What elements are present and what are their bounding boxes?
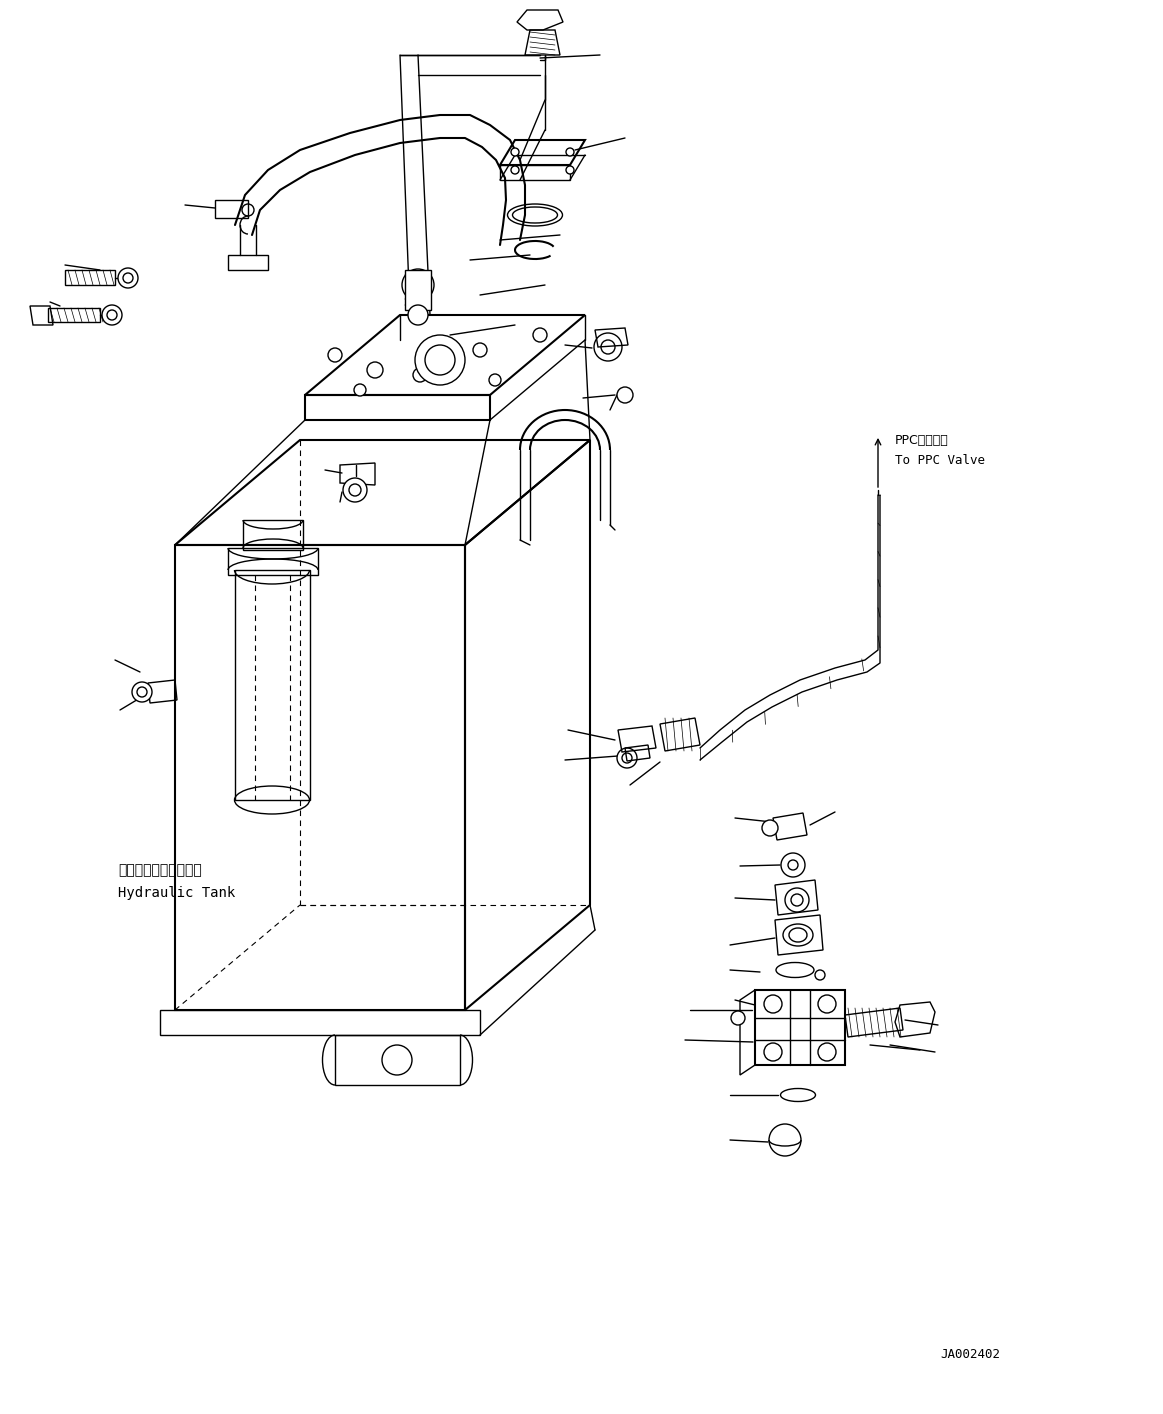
Circle shape: [511, 148, 519, 156]
Text: JA002402: JA002402: [940, 1349, 1000, 1362]
Circle shape: [415, 335, 465, 385]
Circle shape: [618, 748, 637, 768]
Circle shape: [764, 1044, 782, 1060]
Circle shape: [368, 362, 383, 378]
Circle shape: [402, 269, 434, 301]
Circle shape: [782, 853, 805, 877]
Polygon shape: [405, 270, 431, 310]
Circle shape: [732, 1011, 745, 1025]
Circle shape: [354, 385, 366, 396]
Circle shape: [789, 860, 798, 870]
Circle shape: [107, 310, 117, 320]
Circle shape: [123, 273, 133, 283]
Circle shape: [818, 1044, 836, 1060]
Circle shape: [137, 687, 147, 697]
Circle shape: [349, 484, 361, 496]
Circle shape: [566, 165, 575, 174]
Circle shape: [408, 305, 428, 325]
Circle shape: [762, 820, 778, 836]
Circle shape: [424, 345, 455, 375]
Circle shape: [601, 339, 615, 354]
Circle shape: [102, 305, 122, 325]
Circle shape: [764, 995, 782, 1012]
Circle shape: [594, 334, 622, 361]
Circle shape: [473, 344, 487, 356]
Circle shape: [488, 373, 501, 386]
Text: PPCバルブへ: PPCバルブへ: [896, 434, 949, 447]
Text: To PPC Valve: To PPC Valve: [896, 454, 985, 467]
Circle shape: [131, 682, 152, 701]
Circle shape: [117, 269, 138, 288]
Text: Hydraulic Tank: Hydraulic Tank: [117, 887, 235, 899]
Circle shape: [622, 754, 632, 764]
Text: ハイドロリックタンク: ハイドロリックタンク: [117, 863, 201, 877]
Circle shape: [785, 888, 809, 912]
Circle shape: [566, 148, 575, 156]
Circle shape: [769, 1124, 801, 1157]
Circle shape: [818, 995, 836, 1012]
Circle shape: [343, 478, 368, 502]
Circle shape: [791, 894, 802, 906]
Circle shape: [618, 387, 633, 403]
Circle shape: [511, 165, 519, 174]
